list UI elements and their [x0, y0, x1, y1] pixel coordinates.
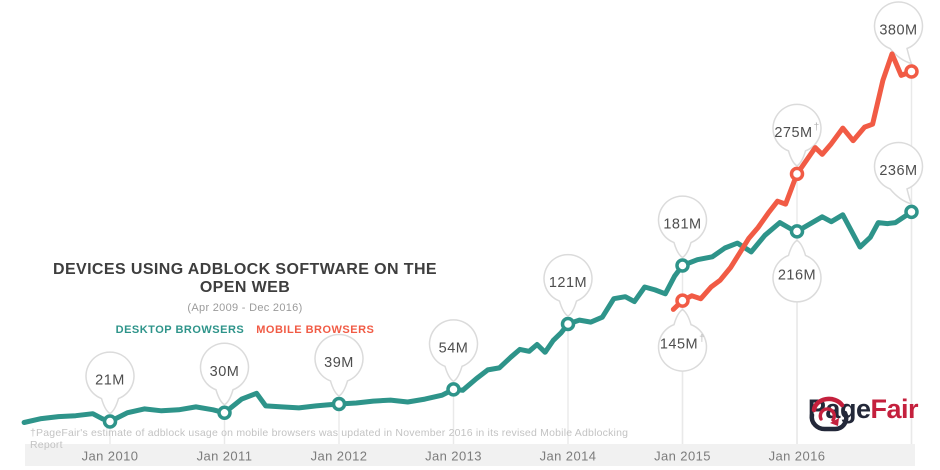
data-point-marker-181m — [675, 258, 690, 273]
logo-text-page: Page — [807, 394, 871, 424]
x-axis-label-jan-2011: Jan 2011 — [197, 449, 253, 464]
value-balloon-label-121m: 121M — [549, 275, 587, 291]
data-point-marker-145m — [675, 293, 690, 308]
chart-subtitle: (Apr 2009 - Dec 2016) — [187, 302, 303, 315]
x-axis-label-jan-2016: Jan 2016 — [769, 449, 826, 464]
data-point-marker-121m — [560, 316, 576, 332]
value-balloon-145m — [657, 308, 708, 372]
value-balloon-label-54m: 54M — [439, 340, 469, 356]
data-point-marker-236m — [904, 204, 919, 220]
value-balloon-54m — [428, 319, 479, 383]
value-balloon-181m — [657, 195, 708, 259]
value-balloon-label-21m: 21M — [95, 373, 125, 389]
value-balloon-30m — [199, 342, 250, 406]
data-point-marker-54m — [446, 382, 461, 397]
mobile-browsers-line — [670, 51, 914, 312]
x-axis-label-jan-2014: Jan 2014 — [540, 449, 597, 464]
value-balloon-236m — [873, 141, 924, 206]
legend-item-mobile: MOBILE BROWSERS — [256, 324, 375, 337]
footnote: †PageFair's estimate of adblock usage on… — [30, 427, 629, 451]
value-balloon-121m — [543, 253, 593, 317]
chart-title: DEVICES USING ADBLOCK SOFTWARE ON THE OP… — [52, 261, 437, 296]
data-point-marker-39m — [331, 396, 347, 412]
data-point-marker-380m — [904, 64, 919, 79]
logo-text-fair: Fair — [870, 394, 918, 424]
pagefair-cloud-icon — [809, 396, 849, 432]
pagefair-wordmark: PageFair — [807, 394, 919, 425]
value-balloon-380m — [873, 1, 924, 65]
value-balloon-label-30m: 30M — [210, 364, 240, 380]
x-axis-band — [25, 444, 915, 466]
value-balloon-label-216m: 216M — [778, 267, 816, 283]
value-balloon-label-39m: 39M — [324, 355, 354, 371]
chart-legend: DESKTOP BROWSERS MOBILE BROWSERS — [35, 324, 455, 336]
data-point-marker-21m — [102, 414, 118, 429]
data-point-marker-216m — [789, 224, 805, 239]
value-balloon-label-236m: 236M — [879, 163, 917, 179]
value-balloon-275m — [772, 103, 822, 167]
x-axis-label-jan-2012: Jan 2012 — [311, 449, 368, 464]
x-axis-label-jan-2010: Jan 2010 — [82, 449, 139, 464]
value-balloon-39m — [314, 333, 364, 397]
value-balloon-21m — [85, 351, 135, 415]
data-point-marker-30m — [217, 405, 232, 420]
x-axis-label-jan-2013: Jan 2013 — [425, 449, 482, 464]
dagger-footnote-mark: † — [814, 122, 820, 133]
pagefair-logo: PageFair — [802, 394, 919, 432]
dagger-footnote-mark: † — [699, 334, 705, 345]
x-axis-label-jan-2015: Jan 2015 — [654, 449, 711, 464]
value-balloon-label-380m: 380M — [879, 23, 917, 39]
value-balloon-label-275m: 275M† — [774, 122, 819, 141]
value-balloon-label-145m: 145M† — [660, 334, 705, 353]
value-balloon-216m — [772, 239, 822, 303]
chart-header: DEVICES USING ADBLOCK SOFTWARE ON THE OP… — [35, 261, 455, 336]
desktop-browsers-line — [21, 209, 914, 425]
data-point-marker-275m — [789, 166, 805, 182]
value-balloon-label-181m: 181M — [663, 217, 701, 233]
legend-item-desktop: DESKTOP BROWSERS — [115, 324, 245, 337]
